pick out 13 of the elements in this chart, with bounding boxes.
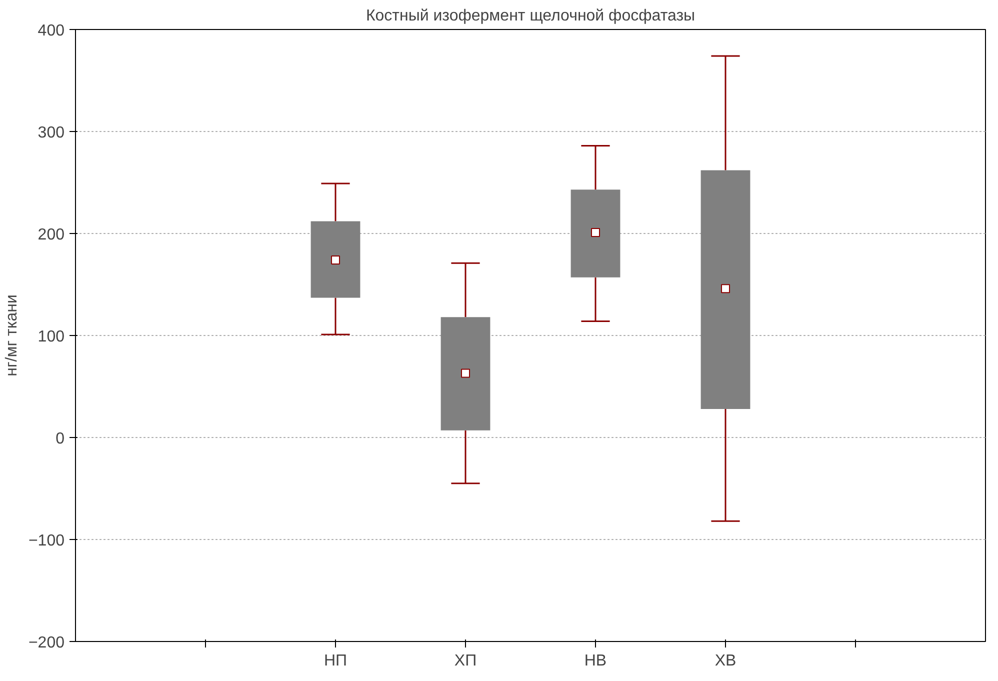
y-tick-label: 400 [38, 22, 65, 40]
y-tick-label: 300 [38, 124, 65, 142]
x-tick-label: ХП [454, 652, 477, 670]
x-tick-label: ХВ [714, 652, 736, 670]
y-tick-label: 0 [56, 430, 65, 448]
chart-title: Костный изофермент щелочной фосфатазы [366, 8, 696, 24]
y-axis-title: нг/мг ткани [3, 294, 20, 376]
x-tick-label: НВ [584, 652, 607, 670]
y-tick-label: 200 [38, 226, 65, 244]
x-tick-label: НП [324, 652, 348, 670]
y-tick-label: −200 [28, 634, 65, 652]
y-tick-label: 100 [38, 328, 65, 346]
y-tick-label: −100 [28, 532, 65, 550]
